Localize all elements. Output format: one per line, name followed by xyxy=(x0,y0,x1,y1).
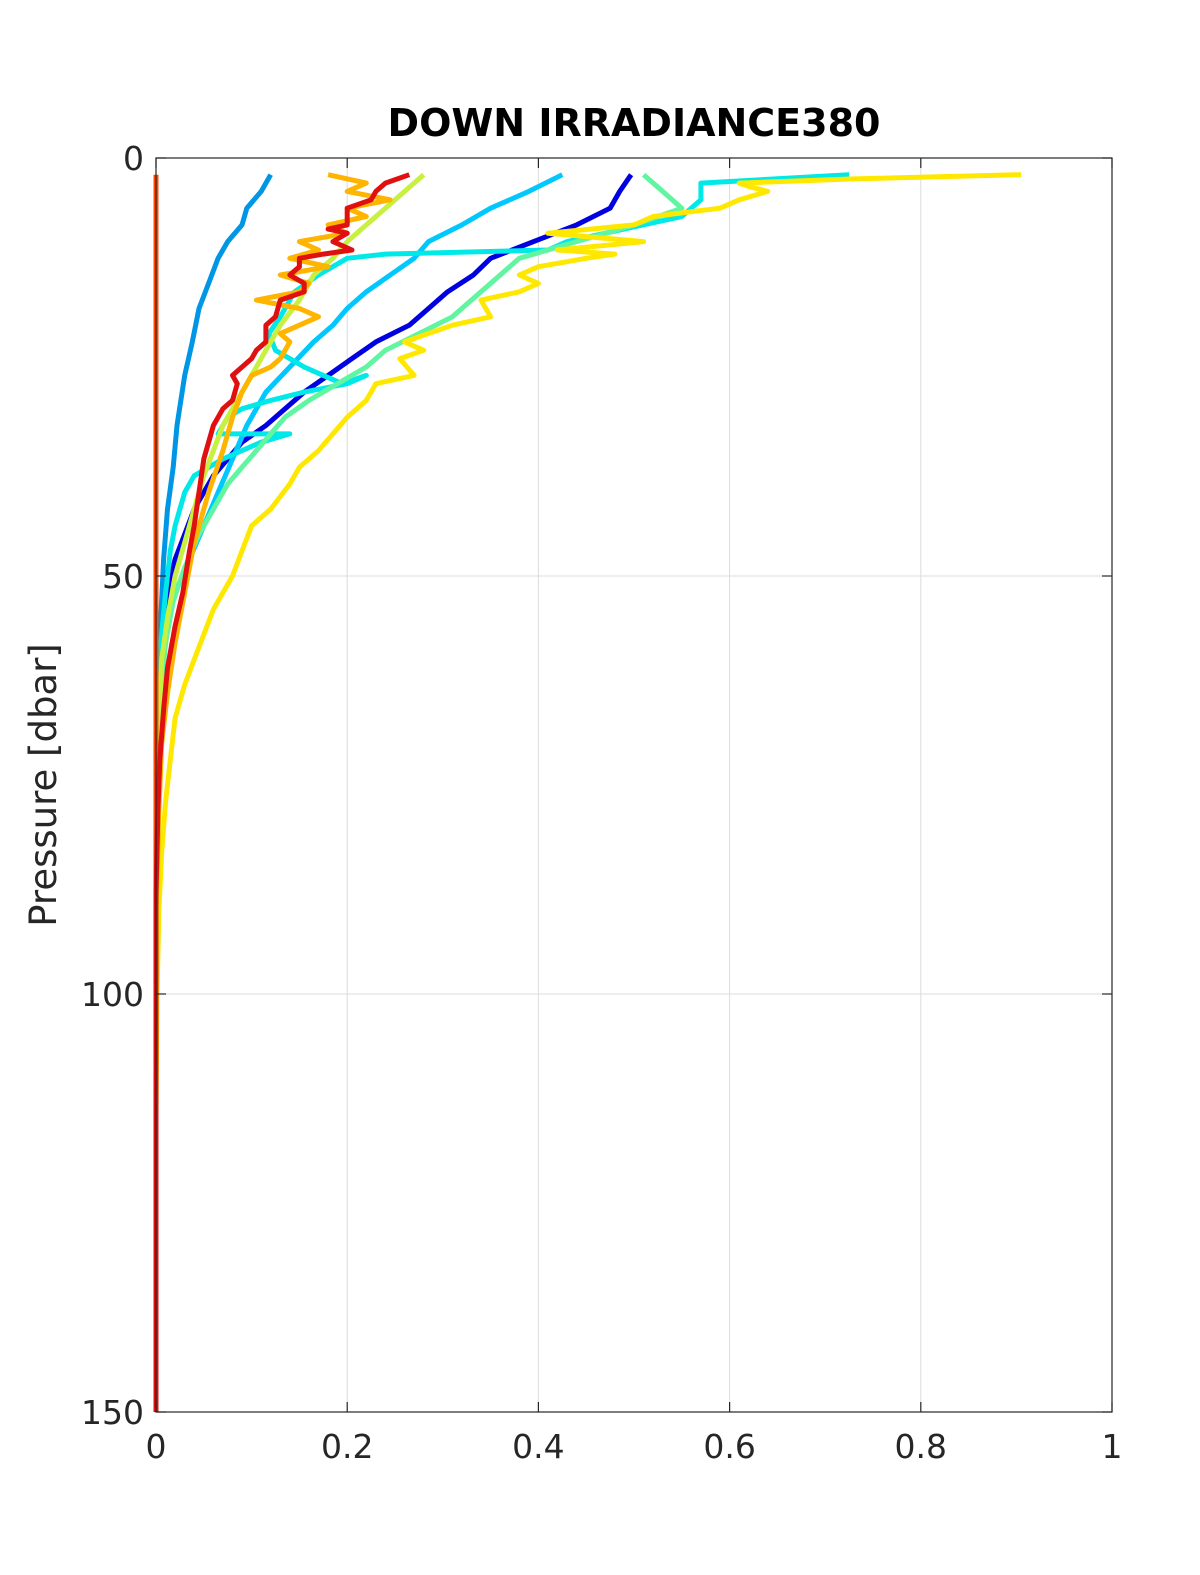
y-tick-label: 50 xyxy=(102,557,144,596)
series-line-7 xyxy=(153,172,1022,1412)
grid-lines xyxy=(156,158,1112,1412)
series-line-4 xyxy=(153,172,850,1412)
tick-layer: 0 0.2 0.4 0.6 0.8 1 0 50 100 150 xyxy=(81,139,1123,1466)
x-tick-label: 0.2 xyxy=(321,1427,373,1466)
plot-axes: 0 0.2 0.4 0.6 0.8 1 0 50 100 150 xyxy=(81,139,1123,1466)
y-tick-label: 150 xyxy=(81,1393,144,1432)
x-tick-label: 0 xyxy=(146,1427,167,1466)
y-tick-label: 0 xyxy=(123,139,144,178)
x-tick-label: 1 xyxy=(1102,1427,1123,1466)
series-line-10 xyxy=(153,172,411,1412)
y-axis-label: Pressure [dbar] xyxy=(22,643,65,926)
x-tick-label: 0.6 xyxy=(703,1427,755,1466)
y-tick-label: 100 xyxy=(81,975,144,1014)
plot-frame xyxy=(155,157,1113,1413)
plot-area xyxy=(156,158,1112,1412)
x-tick-label: 0.8 xyxy=(895,1427,947,1466)
x-tick-label: 0.4 xyxy=(512,1427,564,1466)
chart-title: DOWN IRRADIANCE380 xyxy=(388,101,881,145)
